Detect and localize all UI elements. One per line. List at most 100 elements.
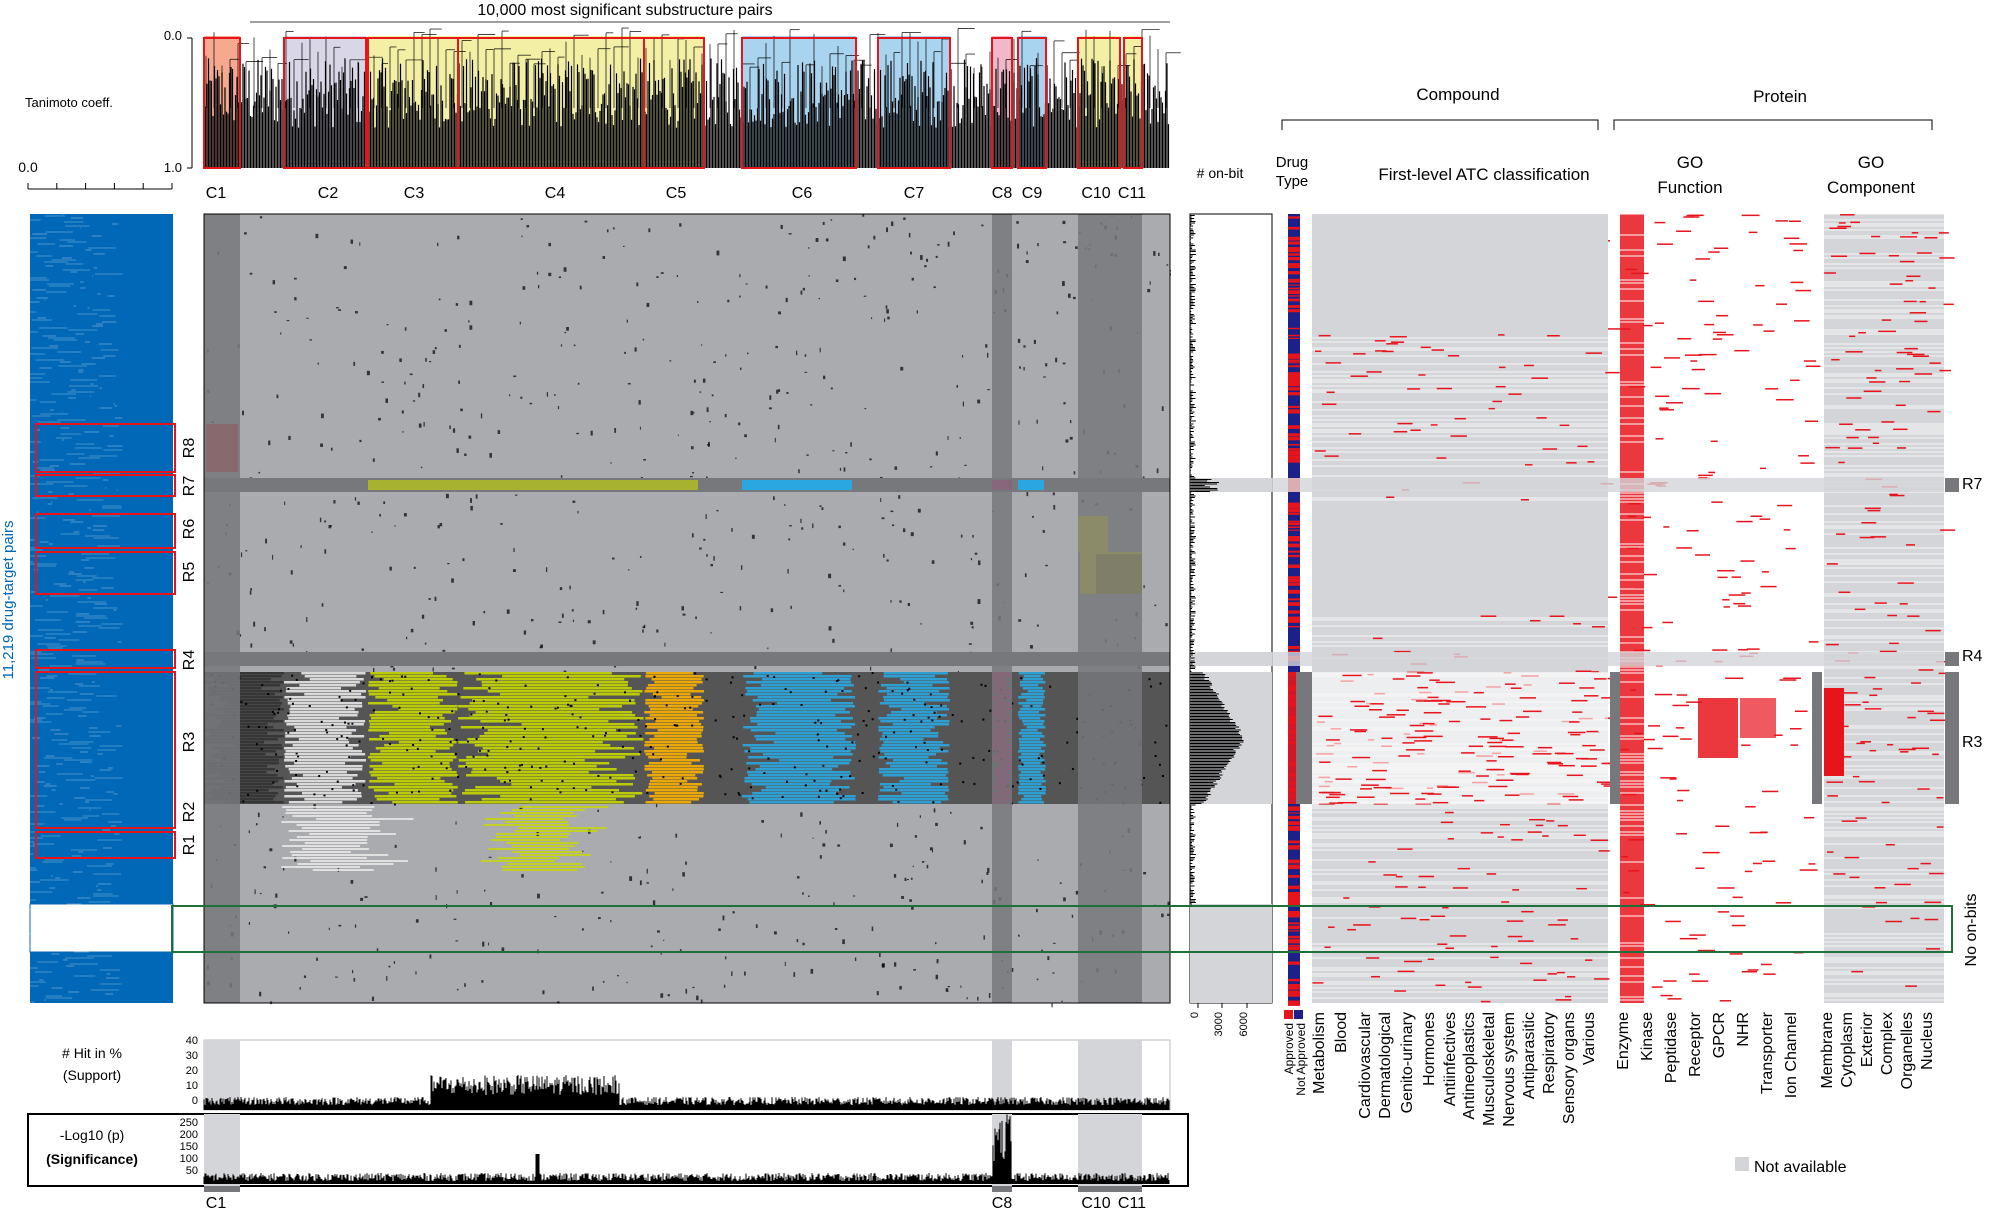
r3-cell — [652, 678, 702, 681]
stripe-mark — [1809, 641, 1819, 643]
stripe-mark — [1725, 678, 1743, 680]
tanimoto-tick-0: 0.0 — [164, 28, 182, 43]
heatmap-speck — [1063, 221, 1066, 224]
r3-speck — [564, 761, 566, 763]
r3-speck — [419, 739, 421, 741]
r3-cell — [375, 696, 438, 699]
stripe-mark — [1762, 571, 1769, 573]
r3-speck — [346, 737, 348, 739]
heatmap-speck — [810, 404, 812, 405]
r3-speck — [1066, 742, 1068, 744]
heatmap-speck — [250, 588, 252, 590]
r3-speck — [931, 706, 933, 708]
drug-type-approved — [1288, 565, 1300, 568]
r3-speck — [913, 714, 915, 716]
r3-speck — [1041, 755, 1043, 757]
heatmap-speck — [1143, 585, 1144, 588]
stripe-mark — [1873, 688, 1882, 690]
r3-speck — [1049, 686, 1051, 688]
drug-type-approved — [1288, 1001, 1300, 1004]
heatmap-speck — [924, 265, 926, 267]
stripe-mark — [1492, 401, 1502, 403]
heatmap-speck — [290, 640, 293, 643]
stripe-mark — [1511, 839, 1523, 841]
heatmap-speck — [789, 233, 792, 234]
atc-r3-mark — [1476, 775, 1489, 777]
stripe-mark — [1548, 924, 1566, 926]
stripe-mark — [1786, 548, 1796, 550]
stripe-mark — [1907, 717, 1915, 719]
r3-speck — [313, 793, 315, 795]
r3-cell — [472, 768, 616, 771]
heatmap-speck — [1057, 311, 1059, 314]
r3-speck — [272, 711, 274, 713]
drug-type-approved — [1288, 394, 1300, 396]
atc-r3-mark — [1499, 720, 1512, 722]
stripe-mark — [1928, 287, 1935, 289]
heatmap-speck — [725, 414, 727, 417]
r3-speck — [859, 760, 861, 762]
stripe-mark — [1861, 522, 1876, 524]
heatmap-speck — [1032, 516, 1034, 518]
stripe-mark — [1899, 381, 1910, 383]
r3-speck — [624, 691, 626, 693]
heatmap-speck — [930, 847, 932, 850]
heatmap-speck — [911, 532, 914, 536]
r3-speck — [611, 791, 613, 793]
r3-cell — [649, 783, 702, 786]
stripe-mark — [1860, 741, 1871, 743]
heatmap-speck — [294, 297, 296, 300]
r3-cell — [879, 771, 948, 774]
heatmap-speck — [739, 296, 741, 298]
atc-r3-mark — [1423, 723, 1435, 725]
heatmap-speck — [752, 535, 755, 539]
r3-cell — [777, 702, 853, 705]
r3-speck — [920, 720, 922, 722]
heatmap-speck — [775, 346, 778, 348]
heatmap-speck — [309, 339, 312, 340]
atc-r3-mark — [1502, 739, 1513, 741]
r3-cell — [310, 678, 364, 681]
r3-speck — [465, 766, 467, 768]
heatmap-speck — [373, 458, 375, 461]
stripe-mark — [1875, 887, 1886, 889]
stripe-mark — [1450, 935, 1467, 937]
r3-cell — [374, 789, 453, 792]
atc-r3-mark — [1436, 682, 1455, 684]
heatmap-speck — [522, 286, 525, 290]
r3-cell — [370, 765, 450, 768]
r3-speck — [287, 713, 289, 715]
r3-cell — [465, 789, 619, 792]
r3-cell — [649, 795, 703, 798]
heatmap-speck — [629, 876, 632, 881]
stripe-mark — [1871, 236, 1880, 238]
r3-cell — [297, 783, 356, 786]
stripe-mark — [1780, 679, 1797, 681]
heatmap-speck — [691, 446, 694, 449]
r3-speck — [396, 792, 398, 794]
stripe-mark — [1556, 999, 1572, 1001]
drug-type-approved — [1288, 372, 1300, 375]
heatmap-speck — [775, 438, 776, 442]
heatmap-speck — [1036, 909, 1038, 912]
heatmap-speck — [685, 862, 687, 865]
top-dendrogram — [204, 22, 1181, 168]
heatmap-speck — [868, 245, 870, 248]
heatmap-speck — [1023, 367, 1024, 370]
r3-cell — [1019, 741, 1043, 744]
drug-type-approved — [1288, 902, 1300, 905]
stripe-mark — [1386, 496, 1394, 498]
stripe-mark — [1765, 388, 1778, 390]
heatmap-speck — [1047, 956, 1049, 960]
heatmap-speck — [640, 556, 642, 558]
stripe-mark — [1375, 340, 1386, 342]
r3-speck — [413, 767, 415, 769]
stripe-mark — [1711, 441, 1718, 443]
stripe-mark — [1825, 447, 1840, 449]
stripe-mark — [1499, 367, 1506, 369]
stripe-mark — [1919, 669, 1934, 671]
r3-speck — [476, 738, 478, 740]
r3-cell — [369, 681, 458, 684]
stripe-mark — [1893, 429, 1907, 431]
row-region-label: R5 — [181, 562, 198, 583]
